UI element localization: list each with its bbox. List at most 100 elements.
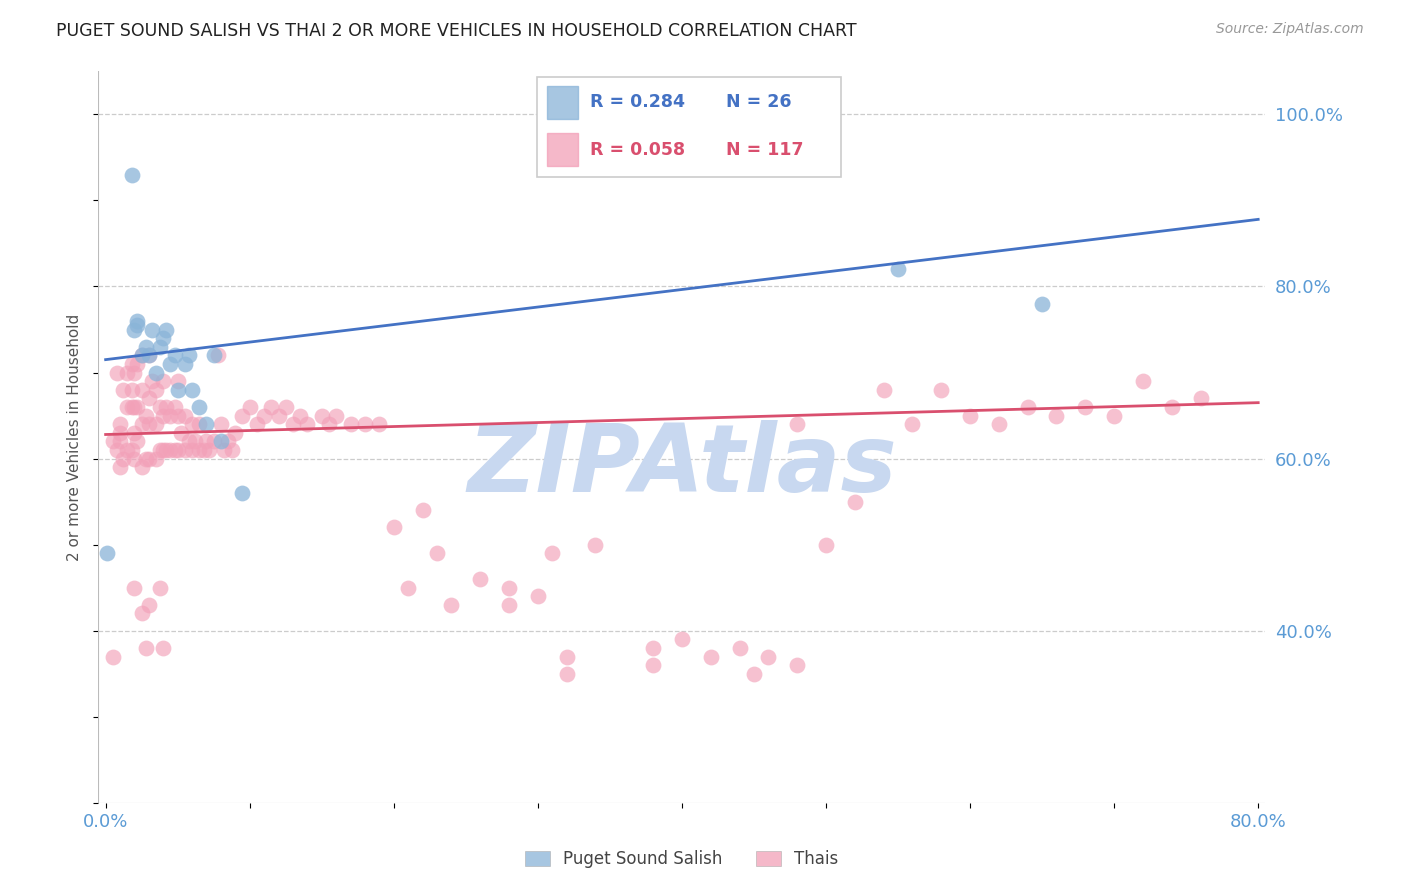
Point (166, 409, 188, 423)
Point (135, 409, 157, 423)
Text: PUGET SOUND SALISH VS THAI 2 OR MORE VEHICLES IN HOUSEHOLD CORRELATION CHART: PUGET SOUND SALISH VS THAI 2 OR MORE VEH… (56, 22, 856, 40)
Point (152, 409, 174, 423)
Point (127, 314, 149, 328)
Point (440, 598, 463, 612)
Text: ZIPAtlas: ZIPAtlas (467, 420, 897, 512)
Point (163, 442, 186, 457)
Point (135, 451, 157, 466)
Point (149, 581, 172, 595)
Point (131, 460, 153, 475)
Point (135, 340, 157, 354)
Point (145, 417, 167, 432)
Point (325, 409, 347, 423)
Point (101, 649, 124, 664)
Point (527, 589, 550, 603)
Point (412, 503, 434, 517)
Point (209, 434, 232, 449)
Point (121, 442, 143, 457)
Point (159, 357, 181, 371)
Point (887, 262, 910, 277)
Point (207, 348, 229, 362)
Point (181, 442, 204, 457)
Point (152, 331, 174, 345)
Point (121, 400, 143, 414)
Point (643, 658, 665, 673)
Text: N = 117: N = 117 (725, 141, 804, 159)
FancyBboxPatch shape (537, 77, 841, 178)
Point (318, 417, 340, 432)
Point (149, 442, 172, 457)
Point (127, 357, 149, 371)
Point (127, 434, 149, 449)
Point (124, 581, 146, 595)
Point (166, 383, 188, 397)
Point (184, 434, 207, 449)
Point (959, 409, 981, 423)
Point (267, 409, 290, 423)
Point (124, 400, 146, 414)
Point (555, 666, 578, 681)
Point (173, 357, 195, 371)
Point (188, 400, 211, 414)
Point (108, 460, 131, 475)
Point (814, 538, 837, 552)
Point (202, 348, 225, 362)
Text: R = 0.058: R = 0.058 (591, 141, 685, 159)
Point (786, 658, 808, 673)
Point (246, 417, 269, 432)
Point (195, 434, 218, 449)
Point (179, 348, 201, 362)
Point (108, 417, 131, 432)
Point (155, 322, 177, 336)
Point (470, 572, 492, 586)
Point (872, 383, 894, 397)
Point (145, 451, 167, 466)
Point (274, 400, 297, 414)
Point (212, 442, 235, 457)
Point (195, 417, 218, 432)
Point (127, 400, 149, 414)
Point (141, 322, 163, 336)
Point (108, 434, 131, 449)
Point (728, 640, 751, 655)
Point (396, 581, 419, 595)
Point (124, 366, 146, 380)
Point (585, 538, 607, 552)
Point (224, 425, 246, 440)
Point (1189, 392, 1212, 406)
Point (166, 442, 188, 457)
Point (124, 322, 146, 336)
Point (202, 434, 225, 449)
Point (498, 598, 520, 612)
Point (193, 442, 215, 457)
Point (101, 434, 124, 449)
Point (382, 520, 405, 534)
Point (159, 409, 181, 423)
Point (135, 640, 157, 655)
Point (173, 409, 195, 423)
Text: R = 0.284: R = 0.284 (591, 94, 685, 112)
Point (138, 348, 160, 362)
Point (138, 451, 160, 466)
Point (131, 348, 153, 362)
Point (173, 442, 195, 457)
Point (145, 383, 167, 397)
Point (1045, 409, 1067, 423)
Point (166, 374, 188, 388)
Point (426, 546, 449, 560)
Point (181, 383, 204, 397)
Text: N = 26: N = 26 (725, 94, 792, 112)
Point (742, 666, 765, 681)
Point (121, 357, 143, 371)
Point (152, 640, 174, 655)
Point (131, 417, 153, 432)
Point (756, 649, 779, 664)
Point (1074, 400, 1097, 414)
Point (138, 392, 160, 406)
Point (297, 417, 319, 432)
Point (96, 546, 118, 560)
Legend: Puget Sound Salish, Thais: Puget Sound Salish, Thais (519, 844, 845, 875)
FancyBboxPatch shape (547, 87, 578, 119)
Point (159, 442, 181, 457)
Point (239, 400, 262, 414)
